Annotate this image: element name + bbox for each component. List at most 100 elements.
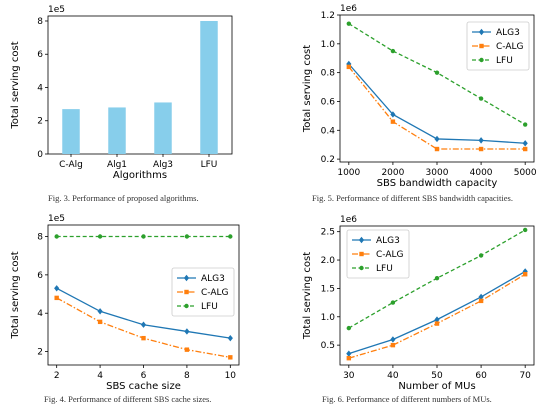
data-point-c-alg [141,335,146,341]
data-point-c-alg [54,295,59,301]
legend: ALG3 C-ALG LFU [466,21,530,71]
legend-label-alg3: ALG3 [496,28,520,38]
x-tick-label: 5000 [514,168,537,178]
x-axis-title: Number of MUs [398,381,475,392]
data-point-lfu [478,96,484,101]
y-tick-label: 2 [37,117,43,127]
legend-marker-alg3 [358,236,365,244]
caption-fig3: Fig. 3. Performance of proposed algorith… [48,193,199,203]
legend-label-c-alg: C-ALG [376,250,404,260]
legend-marker-alg3 [478,28,485,36]
y-tick-label: 1.2 [321,11,335,21]
bar-alg3 [154,102,172,154]
x-tick-label: 4000 [470,168,493,178]
y-tick-label: 2.5 [321,228,335,238]
y-tick-label: 4 [37,309,43,319]
x-tick-label: 3000 [426,168,449,178]
x-tick-label: 6 [141,371,147,381]
data-point-c-alg [390,342,396,348]
legend: ALG3 C-ALG LFU [346,229,410,279]
x-axis-title: Algorithms [113,170,167,181]
y-tick-label: 6 [37,50,43,60]
x-tick-label: 8 [184,371,190,381]
data-point-alg3 [227,334,233,342]
legend-marker-c-alg [184,289,189,295]
x-axis-title: SBS cache size [106,381,181,392]
y-tick-label: 0 [37,150,43,160]
data-point-alg3 [434,135,440,143]
y-tick-label: 0.5 [321,341,335,351]
line-chart-bandwidth: 0.2 0.4 0.6 0.8 1.0 1.2 1e6 Total serving cost S… [302,4,537,189]
data-point-c-alg [478,298,484,304]
x-tick-label: 50 [431,371,443,381]
y-tick-label: 0.4 [321,126,336,136]
y-tick-label: 1.0 [321,313,336,323]
legend-marker-lfu [359,265,364,271]
series-line-c-alg [348,66,526,150]
data-point-lfu [346,325,352,331]
x-tick-label: 10 [225,371,237,381]
legend-box [466,21,530,71]
data-point-c-alg [390,119,396,124]
x-tick-label: 2000 [381,168,404,178]
caption-fig6: Fig. 6. Performance of different numbers… [322,394,492,404]
y-tick-label: 8 [37,233,43,243]
caption-fig4: Fig. 4. Performance of different SBS cac… [44,394,212,404]
y-tick-label: 1.0 [321,40,336,50]
legend-label-lfu: LFU [496,56,513,66]
bar-lfu [200,20,218,155]
data-point-c-alg [522,146,528,152]
data-point-c-alg [478,146,484,152]
y-axis-title: Total serving cost [302,45,313,133]
data-point-lfu [390,300,396,305]
data-point-lfu [346,21,352,26]
axis-scale-label: 1e6 [340,4,357,14]
plot-area-frame [47,15,233,155]
data-point-lfu [522,122,528,127]
x-tick-label: C-Alg [59,160,83,170]
axis-scale-label: 1e5 [48,214,65,224]
y-tick-label: 1.5 [321,284,335,294]
x-tick-label: Alg3 [153,160,173,170]
data-point-lfu [97,234,103,239]
legend-marker-c-alg [359,251,364,257]
x-axis-title: SBS bandwidth capacity [377,178,498,189]
figure-4: 2 4 6 8 1e5 Total serving cost SBS cache size 2… [0,208,260,392]
data-point-alg3 [140,321,147,328]
data-point-c-alg [522,272,528,277]
line-chart-number-of-mus: 0.5 1.0 1.5 2.0 2.5 1e6 Total serving cost Numb… [302,215,535,392]
y-tick-label: 0.8 [321,69,336,79]
data-point-c-alg [97,319,103,325]
x-tick-label: 1000 [337,168,360,178]
bar-chart-algorithms: 0 2 4 6 8 1e5 Total serving cost Algorithms C-Al… [10,5,233,181]
y-axis-title: Total serving cost [302,252,313,340]
data-point-c-alg [434,321,440,326]
bar-c-alg [62,109,80,154]
x-tick-label: 70 [519,371,531,381]
x-tick-label: 40 [387,371,399,381]
data-point-alg3 [390,336,396,343]
figure-5: 0.2 0.4 0.6 0.8 1.0 1.2 1e6 Total serving cost S… [276,0,554,189]
x-tick-label: LFU [201,160,218,170]
data-point-lfu [522,227,528,233]
legend-marker-lfu [184,303,189,309]
y-axis-title: Total serving cost [10,41,21,129]
data-point-lfu [390,48,396,54]
y-tick-label: 4 [37,83,43,93]
x-tick-label: 60 [475,371,487,381]
data-point-lfu [54,234,59,239]
y-tick-label: 2 [37,348,43,358]
data-point-c-alg [346,64,352,70]
data-point-alg3 [184,328,190,335]
legend-label-lfu: LFU [201,302,218,312]
data-point-alg3 [54,285,60,292]
figure-6: 0.5 1.0 1.5 2.0 2.5 1e6 Total serving cost Numb… [276,208,554,392]
legend-box [346,229,410,279]
data-point-lfu [228,234,233,239]
legend-label-alg3: ALG3 [201,274,225,284]
data-point-c-alg [434,146,440,152]
data-point-alg3 [522,140,528,147]
data-point-lfu [434,70,440,75]
y-tick-label: 6 [37,271,43,281]
line-chart-cache-size: 2 4 6 8 1e5 Total serving cost SBS cache size 2… [10,214,240,392]
